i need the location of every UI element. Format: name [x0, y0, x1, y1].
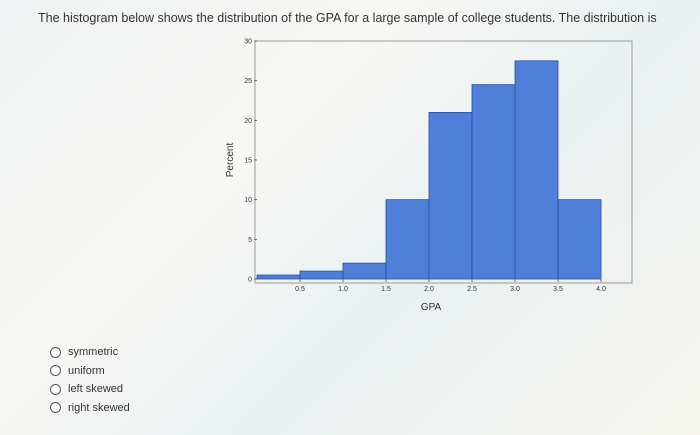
radio-button[interactable]: [50, 402, 61, 414]
histogram-bar: [256, 274, 301, 280]
question-text: The histogram below shows the distributi…: [38, 11, 657, 25]
x-tick-label: 2.0: [424, 286, 434, 293]
y-tick-label: 5: [248, 237, 252, 244]
y-tick-label: 15: [244, 158, 252, 165]
option-uniform[interactable]: uniform: [50, 362, 130, 381]
y-tick-label: 20: [244, 118, 252, 125]
radio-button[interactable]: [50, 383, 61, 395]
x-tick-label: 4.0: [596, 286, 606, 293]
gpa-histogram: 0.5 1.0 1.5 2.0 2.5 3.0 3.5 4.0 0 5 10 15 20 25 30 GP…: [225, 39, 633, 313]
x-tick-label: 1.5: [381, 286, 391, 293]
histogram-bars: [256, 60, 602, 280]
option-symmetric[interactable]: symmetric: [50, 343, 130, 362]
x-axis-label: GPA: [421, 302, 442, 313]
histogram-bar: [299, 270, 344, 280]
radio-button[interactable]: [50, 346, 61, 358]
option-left-skewed[interactable]: left skewed: [50, 380, 130, 399]
y-tick-label: 25: [244, 78, 252, 85]
option-right-skewed[interactable]: right skewed: [50, 399, 130, 418]
histogram-bar: [342, 262, 387, 280]
histogram-bar: [514, 60, 559, 280]
y-tick-label: 10: [244, 197, 252, 204]
y-axis-ticks: 0 5 10 15 20 25 30: [244, 39, 257, 284]
x-tick-label: 0.5: [295, 286, 305, 293]
x-tick-label: 3.5: [553, 286, 563, 293]
radio-button[interactable]: [50, 365, 61, 377]
histogram-bar: [385, 199, 430, 280]
option-label: uniform: [68, 364, 105, 377]
plot-area: [254, 40, 633, 284]
option-label: right skewed: [68, 401, 130, 414]
x-tick-label: 3.0: [510, 286, 520, 293]
x-tick-label: 2.5: [467, 286, 477, 293]
option-label: left skewed: [68, 383, 124, 396]
x-axis-ticks: 0.5 1.0 1.5 2.0 2.5 3.0 3.5 4.0: [295, 279, 606, 293]
option-label: symmetric: [68, 346, 119, 359]
y-tick-label: 30: [244, 39, 252, 46]
y-axis-label: Percent: [225, 143, 236, 178]
histogram-bar: [557, 199, 602, 280]
x-tick-label: 1.0: [338, 286, 348, 293]
histogram-bar: [428, 112, 473, 280]
answer-options: symmetric uniform left skewed right skew…: [50, 343, 130, 417]
y-tick-label: 0: [248, 277, 252, 284]
histogram-bar: [471, 84, 516, 280]
